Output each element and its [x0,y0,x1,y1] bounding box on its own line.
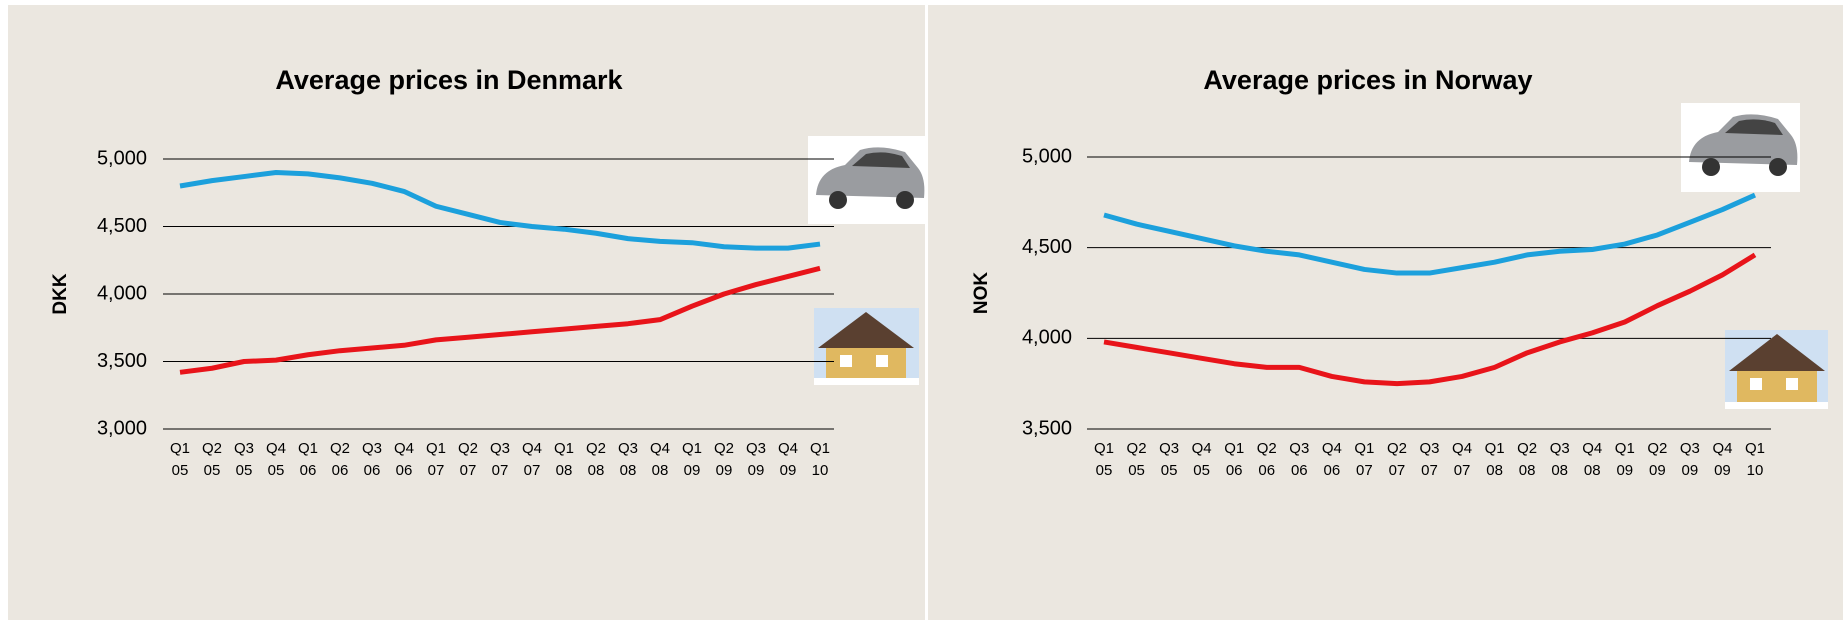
panel [928,5,1843,620]
x-tick-label: Q1 05 [170,440,190,479]
x-tick-label: Q3 07 [1419,440,1439,479]
x-tick-label: Q4 06 [1322,440,1342,479]
x-tick-label: Q3 09 [1680,440,1700,479]
y-axis-label: NOK [971,272,992,315]
x-tick-label: Q4 06 [394,440,414,479]
x-tick-label: Q1 07 [426,440,446,479]
y-tick-label: 4,000 [97,282,147,304]
x-tick-label: Q2 07 [458,440,478,479]
x-tick-label: Q3 09 [746,440,766,479]
x-tick-label: Q3 08 [1550,440,1570,479]
y-tick-label: 3,500 [1022,417,1072,439]
car-icon [808,136,928,224]
x-tick-label: Q3 06 [1289,440,1309,479]
x-tick-label: Q4 09 [778,440,798,479]
x-tick-label: Q2 08 [1517,440,1537,479]
y-axis-label: DKK [50,273,71,314]
x-tick-label: Q2 08 [586,440,606,479]
car-icon [1681,103,1800,192]
series-line [179,170,821,251]
x-tick-label: Q1 09 [1615,440,1635,479]
panel [8,5,925,620]
x-tick-label: Q1 06 [1224,440,1244,479]
x-tick-label: Q4 05 [1192,440,1212,479]
y-tick-label: 3,000 [97,417,147,439]
y-tick-label: 5,000 [1022,145,1072,167]
series-line [179,265,821,375]
x-tick-label: Q4 07 [522,440,542,479]
x-tick-label: Q2 05 [202,440,222,479]
x-tick-label: Q3 05 [1159,440,1179,479]
house-icon [1725,330,1828,409]
x-tick-label: Q1 08 [1485,440,1505,479]
x-tick-label: Q2 09 [1647,440,1667,479]
x-tick-label: Q3 08 [618,440,638,479]
x-tick-label: Q2 05 [1127,440,1147,479]
x-tick-label: Q4 07 [1452,440,1472,479]
y-tick-label: 4,500 [97,215,147,237]
x-tick-label: Q2 07 [1387,440,1407,479]
y-tick-label: 3,500 [97,350,147,372]
x-tick-label: Q4 09 [1712,440,1732,479]
x-tick-label: Q3 07 [490,440,510,479]
y-tick-label: 5,000 [97,147,147,169]
x-tick-label: Q1 10 [810,440,830,479]
series-line [1103,192,1757,276]
x-tick-label: Q3 06 [362,440,382,479]
x-tick-label: Q1 06 [298,440,318,479]
y-tick-label: 4,500 [1022,236,1072,258]
x-tick-label: Q4 08 [650,440,670,479]
x-tick-label: Q1 05 [1094,440,1114,479]
house-icon [814,308,919,385]
x-tick-label: Q1 07 [1354,440,1374,479]
x-tick-label: Q4 08 [1582,440,1602,479]
x-tick-label: Q2 09 [714,440,734,479]
series-line [1103,252,1757,387]
chart-title: Average prices in Denmark [275,65,623,95]
x-tick-label: Q4 05 [266,440,286,479]
chart-title: Average prices in Norway [1203,65,1532,95]
x-tick-label: Q1 08 [554,440,574,479]
y-tick-label: 4,000 [1022,327,1072,349]
x-tick-label: Q1 09 [682,440,702,479]
x-tick-label: Q2 06 [330,440,350,479]
x-tick-label: Q1 10 [1745,440,1765,479]
x-tick-label: Q2 06 [1257,440,1277,479]
x-tick-label: Q3 05 [234,440,254,479]
